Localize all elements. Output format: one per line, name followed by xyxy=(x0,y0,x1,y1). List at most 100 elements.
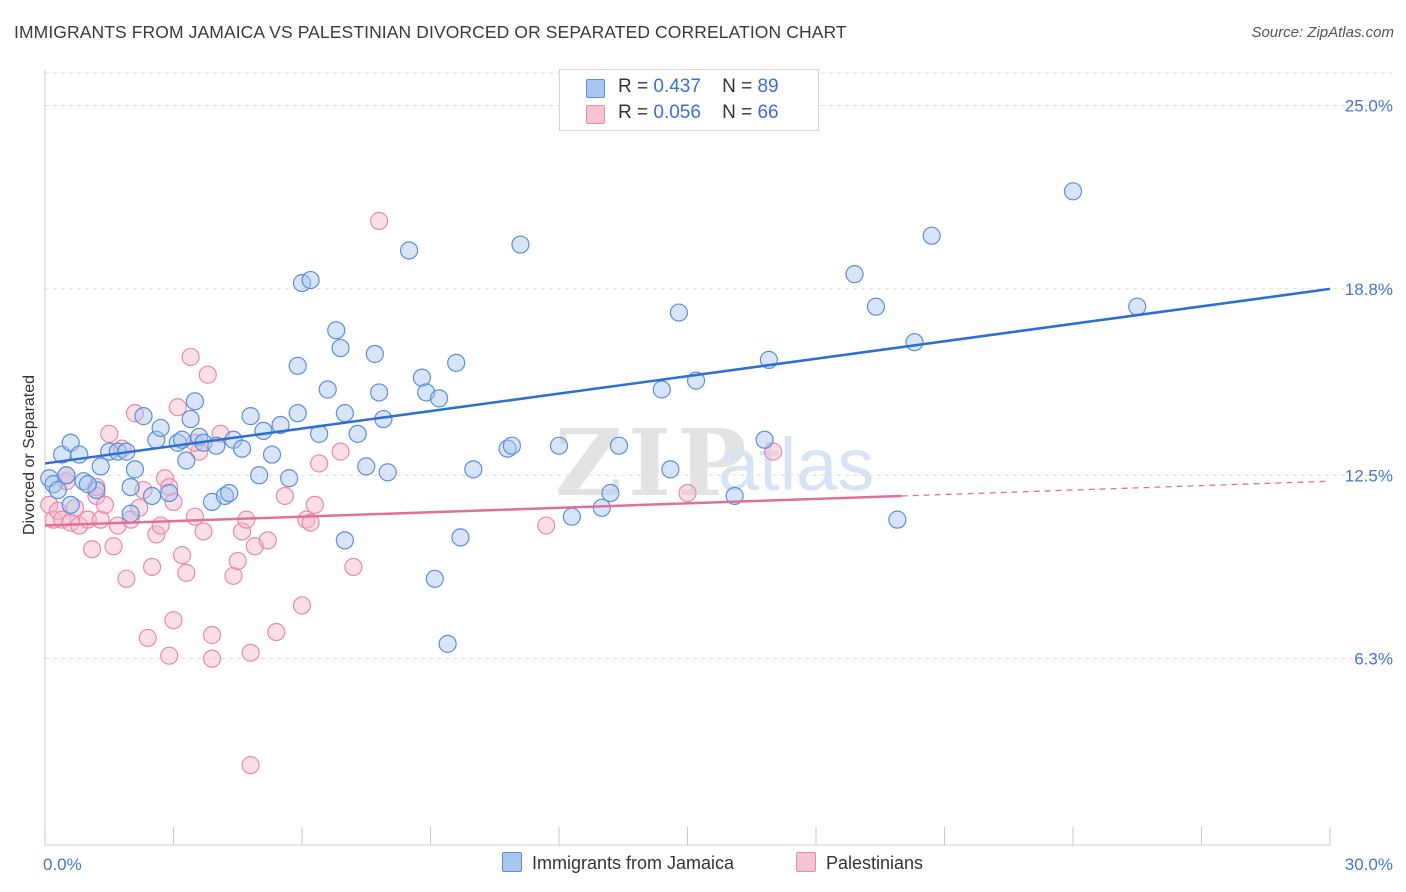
bottom-swatch-blue xyxy=(502,852,522,872)
jamaica-point-2 xyxy=(48,480,67,500)
jamaica-point-24 xyxy=(185,392,205,411)
jamaica-point-57 xyxy=(425,569,444,588)
palestinians-point-28 xyxy=(164,611,183,630)
palestinians-point-33 xyxy=(185,507,205,526)
palestinians-point-58 xyxy=(537,516,556,535)
legend-swatch-blue xyxy=(586,79,605,98)
jamaica-point-67 xyxy=(562,507,581,526)
jamaica-point-18 xyxy=(151,418,170,438)
jamaica-point-55 xyxy=(412,368,432,387)
palestinians-point-59 xyxy=(678,483,697,503)
palestinians-point-37 xyxy=(202,649,222,668)
jamaica-point-42 xyxy=(301,270,320,290)
jamaica-point-80 xyxy=(888,510,907,529)
bottom-swatch-pink xyxy=(796,852,816,872)
jamaica-point-15 xyxy=(134,407,153,426)
jamaica-point-4 xyxy=(57,466,76,485)
jamaica-point-79 xyxy=(866,297,886,316)
palestinians-point-36 xyxy=(198,365,217,384)
jamaica-point-68 xyxy=(592,498,611,517)
palestinians-trend-line xyxy=(44,494,902,527)
bottom-legend-palestinians: Palestinians xyxy=(796,852,923,874)
jamaica-point-47 xyxy=(335,404,354,423)
y-tick-labels: 6.3% 12.5% 18.8% 25.0% xyxy=(1345,97,1393,669)
palestinians-point-44 xyxy=(241,643,260,662)
jamaica-point-35 xyxy=(254,421,273,441)
palestinians-point-22 xyxy=(138,628,157,648)
palestinians-point-41 xyxy=(228,551,247,571)
palestinians-trend-extension xyxy=(901,480,1331,497)
jamaica-point-40 xyxy=(288,404,307,423)
gridlines xyxy=(45,72,1392,660)
jamaica-point-65 xyxy=(511,235,530,254)
jamaica-point-19 xyxy=(160,483,179,503)
jamaica-point-58 xyxy=(429,389,449,408)
palestinians-point-49 xyxy=(292,596,312,615)
palestinians-point-17 xyxy=(117,569,136,588)
jamaica-point-54 xyxy=(399,241,419,260)
palestinians-point-35 xyxy=(194,522,213,541)
jamaica-point-51 xyxy=(370,383,389,402)
trend-lines xyxy=(44,287,1331,527)
jamaica-point-34 xyxy=(250,466,269,485)
palestinians-point-55 xyxy=(344,557,363,577)
palestinians-point-32 xyxy=(181,347,200,367)
jamaica-point-32 xyxy=(232,439,252,458)
legend-n-label: N = xyxy=(722,76,753,97)
palestinians-point-29 xyxy=(168,398,187,417)
bottom-legend-jamaica-label: Immigrants from Jamaica xyxy=(532,853,735,873)
palestinians-point-30 xyxy=(172,546,192,565)
bottom-legend-jamaica: Immigrants from Jamaica xyxy=(502,852,734,874)
palestinians-point-13 xyxy=(100,424,119,443)
jamaica-point-61 xyxy=(451,528,470,547)
jamaica-point-23 xyxy=(181,409,200,429)
legend-n-value: 89 xyxy=(757,76,779,97)
jamaica-point-84 xyxy=(1128,297,1147,316)
palestinians-point-54 xyxy=(331,442,350,461)
y-tick-label-3: 25.0% xyxy=(1345,97,1393,116)
palestinians-point-27 xyxy=(160,646,179,665)
jamaica-point-85 xyxy=(335,531,354,550)
palestinians-point-14 xyxy=(104,537,123,556)
jamaica-point-64 xyxy=(502,436,521,455)
palestinians-point-31 xyxy=(177,563,196,582)
legend-n-value: 66 xyxy=(757,102,779,123)
jamaica-point-53 xyxy=(378,463,397,482)
palestinians-point-26 xyxy=(155,469,175,488)
jamaica-point-88 xyxy=(61,495,80,514)
jamaica-point-33 xyxy=(241,407,260,426)
jamaica-point-66 xyxy=(549,436,569,455)
legend-r-value: 0.437 xyxy=(653,76,701,97)
legend-r-label: R = xyxy=(618,76,649,97)
palestinians-point-9 xyxy=(83,540,102,559)
jamaica-point-86 xyxy=(121,477,140,497)
jamaica-point-72 xyxy=(661,460,680,479)
jamaica-point-71 xyxy=(652,380,671,399)
jamaica-point-9 xyxy=(91,457,110,476)
jamaica-point-73 xyxy=(669,303,689,322)
jamaica-point-13 xyxy=(121,504,140,523)
jamaica-point-69 xyxy=(601,483,620,503)
jamaica-trend-line xyxy=(44,287,1331,465)
jamaica-point-38 xyxy=(280,469,299,488)
x-tick-label-min: 0.0% xyxy=(43,855,82,874)
y-tick-label-2: 18.8% xyxy=(1345,280,1393,299)
chart-title: IMMIGRANTS FROM JAMAICA VS PALESTINIAN D… xyxy=(14,22,847,42)
jamaica-point-78 xyxy=(845,265,864,284)
jamaica-point-16 xyxy=(142,486,162,506)
palestinians-point-23 xyxy=(142,557,162,577)
jamaica-points xyxy=(40,182,1147,653)
jamaica-point-36 xyxy=(262,445,282,464)
jamaica-point-81 xyxy=(905,333,924,352)
jamaica-point-83 xyxy=(1063,182,1083,201)
jamaica-point-49 xyxy=(357,457,376,476)
jamaica-point-62 xyxy=(464,460,483,479)
palestinians-point-53 xyxy=(310,454,329,473)
x-tick-label-max: 30.0% xyxy=(1345,855,1393,874)
y-axis-label: Divorced or Separated xyxy=(21,375,38,535)
jamaica-point-45 xyxy=(327,321,346,340)
jamaica-point-14 xyxy=(125,460,145,479)
jamaica-point-87 xyxy=(78,475,97,494)
correlation-legend: R = 0.437 N = 89 R = 0.056 N = 66 xyxy=(559,69,819,131)
